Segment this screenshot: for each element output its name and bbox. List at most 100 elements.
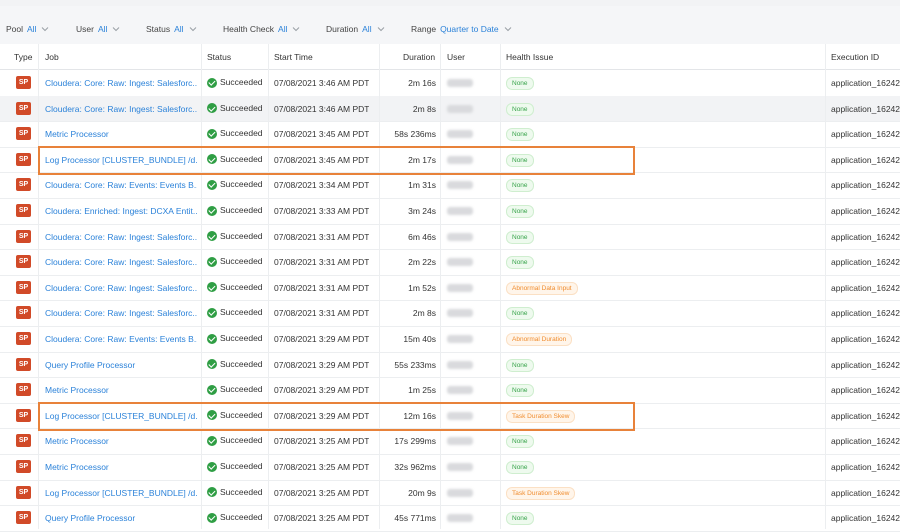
health-issue-badge[interactable]: None [506,205,534,218]
health-issue-badge[interactable]: None [506,256,534,270]
table-row[interactable]: SP Query Profile Processor Succeeded 07/08/… [0,352,900,379]
health-issue-badge[interactable]: None [506,153,534,167]
health-issue-badge[interactable]: None [506,102,534,116]
execution-id[interactable]: application_16242 [831,257,900,268]
filter-range[interactable]: Range Quarter to Date [411,24,513,34]
job-link[interactable]: Cloudera: Core: Raw: Ingest: Salesforc..… [45,78,197,88]
table-row[interactable]: SP Cloudera: Enriched: Ingest: DCXA Entit… [0,198,900,225]
health-issue-badge[interactable]: None [506,179,534,193]
table-row[interactable]: SP Query Profile Processor Succeeded 07/08/… [0,505,900,532]
filter-status[interactable]: Status All [146,24,198,34]
table-row[interactable]: SP Log Processor [CLUSTER_BUNDLE] /d... Su… [0,480,900,507]
job-link[interactable]: Log Processor [CLUSTER_BUNDLE] /d... [45,487,197,498]
job-link[interactable]: Cloudera: Core: Raw: Ingest: Salesforc..… [45,257,197,268]
spark-type-badge: SP [16,255,31,269]
job-link[interactable]: Cloudera: Core: Raw: Ingest: Salesforc..… [45,103,197,114]
execution-id[interactable]: application_16242 [831,78,900,88]
table-row[interactable]: SP Log Processor [CLUSTER_BUNDLE] /d... Su… [0,403,900,430]
job-link[interactable]: Metric Processor [45,436,109,447]
chevron-down-icon[interactable] [40,24,50,34]
table-row[interactable]: SP Metric Processor Succeeded 07/08/2021 3:… [0,428,900,455]
filter-value[interactable]: All [27,24,37,34]
execution-id[interactable]: application_16242 [831,308,900,319]
execution-id[interactable]: application_16242 [831,462,900,472]
job-link[interactable]: Log Processor [CLUSTER_BUNDLE] /d... [45,410,197,421]
health-issue-badge[interactable]: None [506,512,534,526]
table-row[interactable]: SP Cloudera: Core: Raw: Ingest: Salesforc… [0,70,900,97]
spark-type-badge: SP [16,306,31,320]
job-link[interactable]: Metric Processor [45,462,109,472]
table-row[interactable]: SP Metric Processor Succeeded 07/08/2021 3:… [0,121,900,148]
health-issue-badge[interactable]: None [506,461,534,474]
table-row[interactable]: SP Metric Processor Succeeded 07/08/2021 3:… [0,377,900,404]
execution-id[interactable]: application_16242 [831,334,900,344]
chevron-down-icon[interactable] [188,24,198,34]
filter-value[interactable]: All [97,24,108,34]
table-row[interactable]: SP Cloudera: Core: Raw: Ingest: Salesforc… [0,224,900,251]
execution-id[interactable]: application_16242 [831,206,900,216]
health-issue-badge[interactable]: None [506,435,534,449]
job-link[interactable]: Metric Processor [45,385,109,396]
execution-id[interactable]: application_16242 [831,385,900,396]
execution-id[interactable]: application_16242 [831,410,900,421]
job-link[interactable]: Cloudera: Core: Raw: Ingest: Salesforc..… [45,282,197,293]
execution-id[interactable]: application_16242 [831,231,900,242]
job-link[interactable]: Query Profile Processor [45,513,136,524]
health-issue-badge[interactable]: Abnormal Duration [506,333,573,346]
job-link[interactable]: Cloudera: Core: Raw: Ingest: Salesforc..… [45,231,197,242]
execution-id[interactable]: application_16242 [831,180,900,191]
table-row[interactable]: SP Cloudera: Core: Raw: Ingest: Salesforc… [0,249,900,276]
col-health-issue[interactable]: Health Issue [506,52,554,62]
chevron-down-icon[interactable] [503,24,513,34]
table-row[interactable]: SP Metric Processor Succeeded 07/08/2021 3:… [0,454,900,481]
job-link[interactable]: Cloudera: Enriched: Ingest: DCXA Entit..… [45,206,197,216]
filter-health-check[interactable]: Health Check All [223,24,301,34]
col-execution-id[interactable]: Execution ID [831,52,880,62]
table-row[interactable]: SP Cloudera: Core: Raw: Ingest: Salesforc… [0,95,900,123]
chevron-down-icon[interactable] [111,24,121,34]
col-job[interactable]: Job [45,52,59,62]
execution-id[interactable]: application_16242 [831,129,900,140]
table-row[interactable]: SP Cloudera: Core: Raw: Ingest: Salesforc… [0,275,900,302]
job-link[interactable]: Metric Processor [45,129,109,140]
col-duration[interactable]: Duration [403,52,436,62]
execution-id[interactable]: application_16242 [831,282,900,293]
health-issue-badge[interactable]: None [506,77,534,90]
filter-user[interactable]: User All [76,24,121,34]
table-row[interactable]: SP Cloudera: Core: Raw: Events: Events B.… [0,326,900,353]
col-user[interactable]: User [447,52,465,62]
filter-value[interactable]: All [174,24,184,34]
health-issue-badge[interactable]: Abnormal Data Input [506,281,578,295]
execution-id[interactable]: application_16242 [831,513,900,524]
health-issue-badge[interactable]: Task Duration Skew [506,409,576,423]
health-issue-badge[interactable]: None [506,128,534,142]
table-row[interactable]: SP Log Processor [CLUSTER_BUNDLE] /d... Su… [0,147,900,174]
health-issue-badge[interactable]: Task Duration Skew [506,486,576,500]
job-link[interactable]: Cloudera: Core: Raw: Ingest: Salesforc..… [45,308,197,319]
filter-duration[interactable]: Duration All [326,24,386,34]
execution-id[interactable]: application_16242 [831,436,900,447]
filter-value[interactable]: All [278,24,288,34]
col-type[interactable]: Type [14,52,33,62]
health-issue-badge[interactable]: None [506,358,534,372]
health-issue-badge[interactable]: None [506,230,534,244]
chevron-down-icon[interactable] [376,24,386,34]
job-link[interactable]: Cloudera: Core: Raw: Events: Events B... [45,180,197,191]
execution-id[interactable]: application_16242 [831,359,900,370]
health-issue-badge[interactable]: None [506,307,534,321]
col-start-time[interactable]: Start Time [274,52,313,62]
chevron-down-icon[interactable] [291,24,301,34]
filter-value[interactable]: All [362,24,372,34]
table-row[interactable]: SP Cloudera: Core: Raw: Ingest: Salesforc… [0,300,900,327]
col-status[interactable]: Status [207,52,232,62]
job-link[interactable]: Log Processor [CLUSTER_BUNDLE] /d... [45,154,197,165]
job-link[interactable]: Cloudera: Core: Raw: Events: Events B... [45,334,197,344]
health-issue-badge[interactable]: None [506,384,534,398]
table-row[interactable]: SP Cloudera: Core: Raw: Events: Events B.… [0,172,900,199]
filter-value[interactable]: Quarter to Date [440,24,499,34]
job-link[interactable]: Query Profile Processor [45,359,136,370]
execution-id[interactable]: application_16242 [831,154,900,165]
execution-id[interactable]: application_16242 [831,103,900,114]
execution-id[interactable]: application_16242 [831,487,900,498]
filter-pool[interactable]: Pool All [6,24,50,34]
